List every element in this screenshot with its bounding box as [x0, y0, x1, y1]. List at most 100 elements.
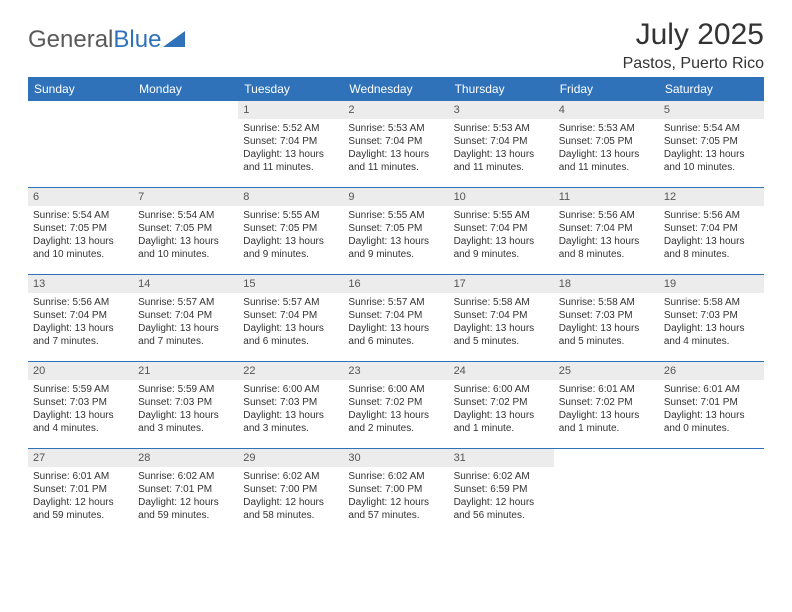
- calendar-cell: 10Sunrise: 5:55 AMSunset: 7:04 PMDayligh…: [449, 188, 554, 275]
- day-details: Sunrise: 5:54 AMSunset: 7:05 PMDaylight:…: [28, 206, 133, 266]
- calendar-cell: 18Sunrise: 5:58 AMSunset: 7:03 PMDayligh…: [554, 275, 659, 362]
- day-number: 17: [449, 275, 554, 293]
- calendar-cell: 15Sunrise: 5:57 AMSunset: 7:04 PMDayligh…: [238, 275, 343, 362]
- sunrise-line: Sunrise: 5:58 AM: [454, 296, 549, 309]
- sunrise-line: Sunrise: 6:01 AM: [664, 383, 759, 396]
- sunrise-line: Sunrise: 5:56 AM: [664, 209, 759, 222]
- day-header: Wednesday: [343, 77, 448, 101]
- sunset-line: Sunset: 7:01 PM: [138, 483, 233, 496]
- daylight-line: Daylight: 13 hours and 6 minutes.: [348, 322, 443, 348]
- day-details: Sunrise: 5:57 AMSunset: 7:04 PMDaylight:…: [343, 293, 448, 353]
- day-number: 12: [659, 188, 764, 206]
- calendar-cell: 7Sunrise: 5:54 AMSunset: 7:05 PMDaylight…: [133, 188, 238, 275]
- sunrise-line: Sunrise: 5:54 AM: [33, 209, 128, 222]
- day-number: 16: [343, 275, 448, 293]
- sunrise-line: Sunrise: 5:56 AM: [559, 209, 654, 222]
- daylight-line: Daylight: 13 hours and 3 minutes.: [138, 409, 233, 435]
- sunrise-line: Sunrise: 5:56 AM: [33, 296, 128, 309]
- calendar-row: 20Sunrise: 5:59 AMSunset: 7:03 PMDayligh…: [28, 362, 764, 449]
- calendar-cell: 8Sunrise: 5:55 AMSunset: 7:05 PMDaylight…: [238, 188, 343, 275]
- calendar-row: 1Sunrise: 5:52 AMSunset: 7:04 PMDaylight…: [28, 101, 764, 188]
- calendar-cell: 9Sunrise: 5:55 AMSunset: 7:05 PMDaylight…: [343, 188, 448, 275]
- day-details: Sunrise: 5:53 AMSunset: 7:04 PMDaylight:…: [449, 119, 554, 179]
- sunset-line: Sunset: 7:03 PM: [33, 396, 128, 409]
- daylight-line: Daylight: 13 hours and 11 minutes.: [348, 148, 443, 174]
- location-subtitle: Pastos, Puerto Rico: [623, 55, 764, 73]
- daylight-line: Daylight: 13 hours and 5 minutes.: [454, 322, 549, 348]
- daylight-line: Daylight: 13 hours and 7 minutes.: [33, 322, 128, 348]
- page-title: July 2025: [623, 18, 764, 51]
- sunrise-line: Sunrise: 5:53 AM: [454, 122, 549, 135]
- sunset-line: Sunset: 7:03 PM: [664, 309, 759, 322]
- day-header: Thursday: [449, 77, 554, 101]
- sunset-line: Sunset: 7:02 PM: [454, 396, 549, 409]
- calendar-row: 13Sunrise: 5:56 AMSunset: 7:04 PMDayligh…: [28, 275, 764, 362]
- daylight-line: Daylight: 12 hours and 59 minutes.: [138, 496, 233, 522]
- day-number: 28: [133, 449, 238, 467]
- daylight-line: Daylight: 13 hours and 1 minute.: [559, 409, 654, 435]
- daylight-line: Daylight: 13 hours and 8 minutes.: [559, 235, 654, 261]
- sunset-line: Sunset: 7:04 PM: [243, 309, 338, 322]
- day-number: 13: [28, 275, 133, 293]
- day-details: Sunrise: 5:56 AMSunset: 7:04 PMDaylight:…: [28, 293, 133, 353]
- day-number: 5: [659, 101, 764, 119]
- calendar-cell: 28Sunrise: 6:02 AMSunset: 7:01 PMDayligh…: [133, 449, 238, 536]
- day-details: Sunrise: 5:58 AMSunset: 7:03 PMDaylight:…: [554, 293, 659, 353]
- day-number: 26: [659, 362, 764, 380]
- calendar-cell: 27Sunrise: 6:01 AMSunset: 7:01 PMDayligh…: [28, 449, 133, 536]
- day-number: 11: [554, 188, 659, 206]
- day-number: 1: [238, 101, 343, 119]
- day-header: Monday: [133, 77, 238, 101]
- day-number: 20: [28, 362, 133, 380]
- sunset-line: Sunset: 7:00 PM: [348, 483, 443, 496]
- calendar-cell: 26Sunrise: 6:01 AMSunset: 7:01 PMDayligh…: [659, 362, 764, 449]
- calendar-cell: 2Sunrise: 5:53 AMSunset: 7:04 PMDaylight…: [343, 101, 448, 188]
- sunset-line: Sunset: 7:03 PM: [243, 396, 338, 409]
- calendar-cell: 23Sunrise: 6:00 AMSunset: 7:02 PMDayligh…: [343, 362, 448, 449]
- day-details: Sunrise: 5:53 AMSunset: 7:04 PMDaylight:…: [343, 119, 448, 179]
- day-details: Sunrise: 6:00 AMSunset: 7:02 PMDaylight:…: [449, 380, 554, 440]
- sunrise-line: Sunrise: 6:01 AM: [33, 470, 128, 483]
- calendar-row: 6Sunrise: 5:54 AMSunset: 7:05 PMDaylight…: [28, 188, 764, 275]
- logo: GeneralBlue: [28, 18, 185, 54]
- sunset-line: Sunset: 7:04 PM: [138, 309, 233, 322]
- page-header: GeneralBlue July 2025 Pastos, Puerto Ric…: [28, 18, 764, 73]
- calendar-cell: 31Sunrise: 6:02 AMSunset: 6:59 PMDayligh…: [449, 449, 554, 536]
- day-details: Sunrise: 6:02 AMSunset: 7:00 PMDaylight:…: [238, 467, 343, 527]
- sunset-line: Sunset: 7:01 PM: [33, 483, 128, 496]
- sunset-line: Sunset: 7:04 PM: [559, 222, 654, 235]
- calendar-cell: 11Sunrise: 5:56 AMSunset: 7:04 PMDayligh…: [554, 188, 659, 275]
- day-header: Tuesday: [238, 77, 343, 101]
- calendar-cell: 24Sunrise: 6:00 AMSunset: 7:02 PMDayligh…: [449, 362, 554, 449]
- day-number: 14: [133, 275, 238, 293]
- sunset-line: Sunset: 7:03 PM: [559, 309, 654, 322]
- sunrise-line: Sunrise: 6:02 AM: [454, 470, 549, 483]
- day-number: 4: [554, 101, 659, 119]
- sunset-line: Sunset: 7:04 PM: [454, 135, 549, 148]
- sunset-line: Sunset: 7:05 PM: [348, 222, 443, 235]
- sunrise-line: Sunrise: 6:00 AM: [243, 383, 338, 396]
- day-number: 8: [238, 188, 343, 206]
- day-number: 29: [238, 449, 343, 467]
- day-number: 24: [449, 362, 554, 380]
- day-details: Sunrise: 5:59 AMSunset: 7:03 PMDaylight:…: [133, 380, 238, 440]
- day-number: 3: [449, 101, 554, 119]
- calendar-cell: 3Sunrise: 5:53 AMSunset: 7:04 PMDaylight…: [449, 101, 554, 188]
- day-details: Sunrise: 5:52 AMSunset: 7:04 PMDaylight:…: [238, 119, 343, 179]
- day-number: 31: [449, 449, 554, 467]
- day-number: 15: [238, 275, 343, 293]
- sunset-line: Sunset: 7:04 PM: [33, 309, 128, 322]
- daylight-line: Daylight: 13 hours and 8 minutes.: [664, 235, 759, 261]
- day-number: 22: [238, 362, 343, 380]
- day-number: 2: [343, 101, 448, 119]
- sunset-line: Sunset: 7:03 PM: [138, 396, 233, 409]
- day-details: Sunrise: 5:56 AMSunset: 7:04 PMDaylight:…: [554, 206, 659, 266]
- daylight-line: Daylight: 13 hours and 9 minutes.: [243, 235, 338, 261]
- calendar-cell: [554, 449, 659, 536]
- day-number: 19: [659, 275, 764, 293]
- sunset-line: Sunset: 7:02 PM: [559, 396, 654, 409]
- day-details: Sunrise: 6:01 AMSunset: 7:02 PMDaylight:…: [554, 380, 659, 440]
- day-details: Sunrise: 5:59 AMSunset: 7:03 PMDaylight:…: [28, 380, 133, 440]
- sunrise-line: Sunrise: 5:53 AM: [348, 122, 443, 135]
- logo-triangle-icon: [163, 31, 185, 47]
